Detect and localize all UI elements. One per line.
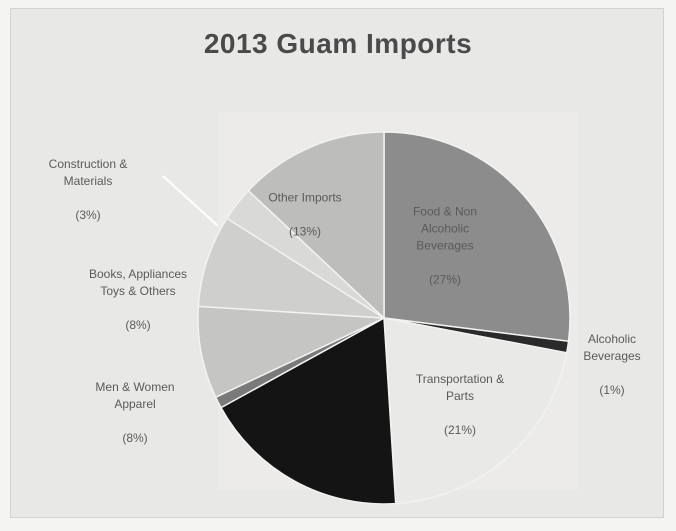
label-apparel-pct: (8%) [122,431,148,445]
construction-leader-line [162,175,219,227]
label-transport-name: Transportation & Parts [415,372,505,403]
pie-slice-0 [383,131,571,343]
label-transport-pct: (21%) [443,423,477,437]
label-food-name: Food & Non Alcoholic Beverages [412,204,478,253]
pie-slice-8 [247,131,385,320]
pie-slice-2 [383,317,568,505]
label-alcoholic-pct: (1%) [599,383,625,397]
label-construction-name: Construction & Materials [48,157,128,188]
label-books-pct: (8%) [125,318,151,332]
label-apparel-name: Men & Women Apparel [95,380,175,411]
label-food-pct: (27%) [428,272,462,287]
label-food-beverages: Food & Non Alcoholic Beverages (27%) [413,187,477,306]
pie-slice-5 [197,305,385,399]
label-construction-materials: Construction & Materials (3%) [49,139,128,241]
label-books-name: Books, Appliances Toys & Others [88,267,188,298]
label-books-appliances: Books, Appliances Toys & Others (8%) [89,249,187,351]
label-alcoholic-beverages: Alcoholic Beverages (1%) [583,314,640,416]
label-men-women-apparel: Men & Women Apparel (8%) [95,362,174,464]
label-other-name: Other Imports [268,190,342,205]
label-transportation: Transportation & Parts (21%) [416,354,504,456]
label-alcoholic-name: Alcoholic Beverages [583,332,641,363]
label-other-imports: Other Imports (13%) [268,173,341,258]
label-other-pct: (13%) [288,224,322,239]
pie-slice-3 [219,316,397,505]
label-construction-pct: (3%) [75,208,101,222]
pie-slice-6 [197,217,385,319]
chart-title: 2013 Guam Imports [203,28,473,59]
